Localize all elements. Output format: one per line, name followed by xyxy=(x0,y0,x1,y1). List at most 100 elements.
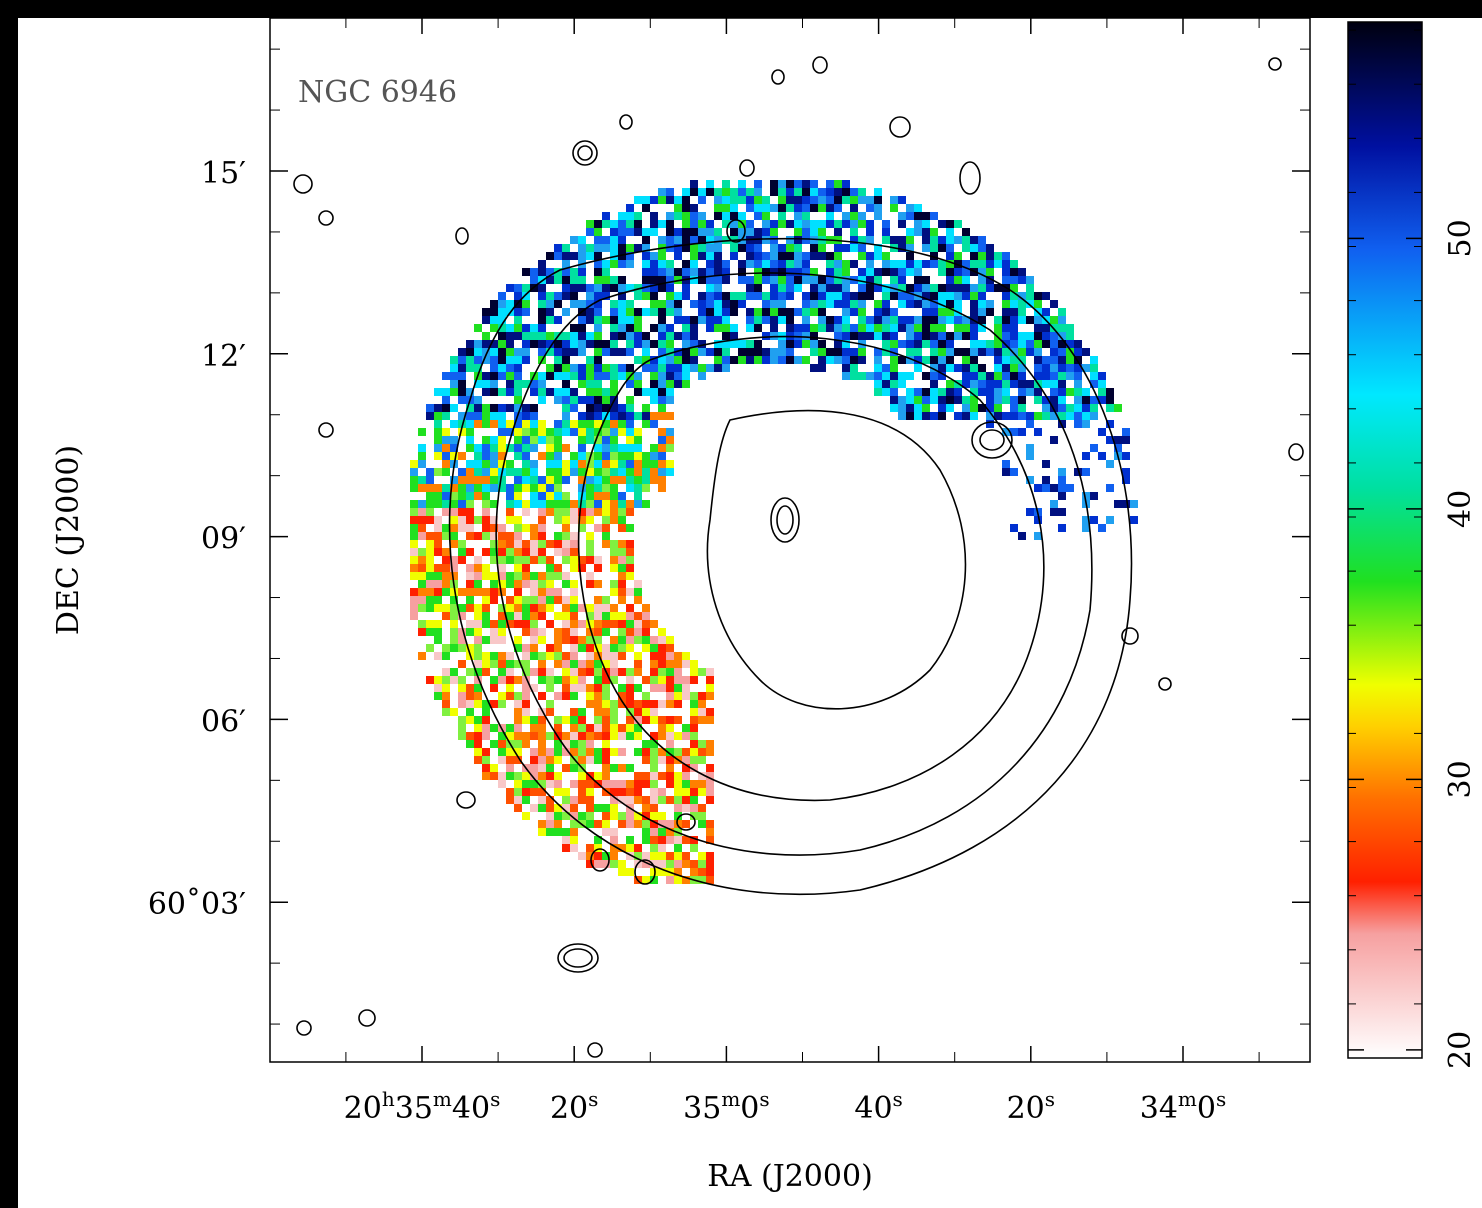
map-pixel xyxy=(490,372,498,380)
map-pixel xyxy=(594,380,602,388)
map-pixel xyxy=(482,380,490,388)
map-pixel xyxy=(666,396,674,404)
map-pixel xyxy=(538,708,546,716)
map-pixel xyxy=(482,708,490,716)
map-pixel xyxy=(682,812,690,820)
map-pixel xyxy=(682,836,690,844)
map-pixel xyxy=(618,740,626,748)
map-pixel xyxy=(762,316,770,324)
map-pixel xyxy=(442,700,450,708)
map-pixel xyxy=(890,308,898,316)
map-pixel xyxy=(1058,524,1066,532)
map-pixel xyxy=(482,548,490,556)
map-pixel xyxy=(434,428,442,436)
map-pixel xyxy=(1034,356,1042,364)
map-pixel xyxy=(946,332,954,340)
map-pixel xyxy=(418,444,426,452)
map-pixel xyxy=(490,484,498,492)
map-pixel xyxy=(554,836,562,844)
map-pixel xyxy=(602,508,610,516)
map-pixel xyxy=(514,620,522,628)
map-pixel xyxy=(618,244,626,252)
map-pixel xyxy=(850,308,858,316)
map-pixel xyxy=(514,420,522,428)
map-pixel xyxy=(490,324,498,332)
map-pixel xyxy=(666,228,674,236)
map-pixel xyxy=(474,404,482,412)
map-pixel xyxy=(570,684,578,692)
map-pixel xyxy=(1106,516,1114,524)
map-pixel xyxy=(978,324,986,332)
map-pixel xyxy=(706,268,714,276)
map-pixel xyxy=(810,252,818,260)
map-pixel xyxy=(642,348,650,356)
map-pixel xyxy=(602,684,610,692)
map-pixel xyxy=(922,220,930,228)
map-pixel xyxy=(642,236,650,244)
map-pixel xyxy=(442,492,450,500)
map-pixel xyxy=(498,748,506,756)
map-pixel xyxy=(498,412,506,420)
map-pixel xyxy=(810,228,818,236)
map-pixel xyxy=(658,236,666,244)
map-pixel xyxy=(538,828,546,836)
map-pixel xyxy=(786,252,794,260)
map-pixel xyxy=(570,348,578,356)
map-pixel xyxy=(666,836,674,844)
map-pixel xyxy=(554,804,562,812)
map-pixel xyxy=(626,428,634,436)
map-pixel xyxy=(602,452,610,460)
map-pixel xyxy=(930,212,938,220)
map-pixel xyxy=(522,668,530,676)
map-pixel xyxy=(458,548,466,556)
map-pixel xyxy=(538,652,546,660)
map-pixel xyxy=(698,868,706,876)
map-pixel xyxy=(914,404,922,412)
map-pixel xyxy=(770,220,778,228)
map-pixel xyxy=(458,372,466,380)
map-pixel xyxy=(1074,380,1082,388)
map-pixel xyxy=(914,228,922,236)
map-pixel xyxy=(682,244,690,252)
map-pixel xyxy=(674,348,682,356)
map-pixel xyxy=(634,620,642,628)
map-pixel xyxy=(514,756,522,764)
map-pixel xyxy=(618,332,626,340)
map-pixel xyxy=(650,836,658,844)
map-pixel xyxy=(522,748,530,756)
map-pixel xyxy=(474,484,482,492)
map-pixel xyxy=(570,668,578,676)
map-pixel xyxy=(594,604,602,612)
map-pixel xyxy=(522,308,530,316)
map-pixel xyxy=(482,572,490,580)
map-pixel xyxy=(442,444,450,452)
map-pixel xyxy=(866,252,874,260)
map-pixel xyxy=(586,700,594,708)
map-pixel xyxy=(874,252,882,260)
map-pixel xyxy=(986,268,994,276)
map-pixel xyxy=(442,532,450,540)
map-pixel xyxy=(818,220,826,228)
map-pixel xyxy=(442,500,450,508)
map-pixel xyxy=(482,500,490,508)
map-pixel xyxy=(1122,436,1130,444)
map-pixel xyxy=(850,372,858,380)
map-pixel xyxy=(658,772,666,780)
map-pixel xyxy=(818,300,826,308)
map-pixel xyxy=(618,716,626,724)
map-pixel xyxy=(458,588,466,596)
map-pixel xyxy=(506,652,514,660)
map-pixel xyxy=(538,692,546,700)
map-pixel xyxy=(594,276,602,284)
map-pixel xyxy=(874,284,882,292)
map-pixel xyxy=(938,260,946,268)
map-pixel xyxy=(634,308,642,316)
map-pixel xyxy=(866,260,874,268)
map-pixel xyxy=(474,380,482,388)
map-pixel xyxy=(706,260,714,268)
map-pixel xyxy=(586,636,594,644)
map-pixel xyxy=(706,756,714,764)
map-pixel xyxy=(538,372,546,380)
map-pixel xyxy=(682,188,690,196)
map-pixel xyxy=(410,524,418,532)
